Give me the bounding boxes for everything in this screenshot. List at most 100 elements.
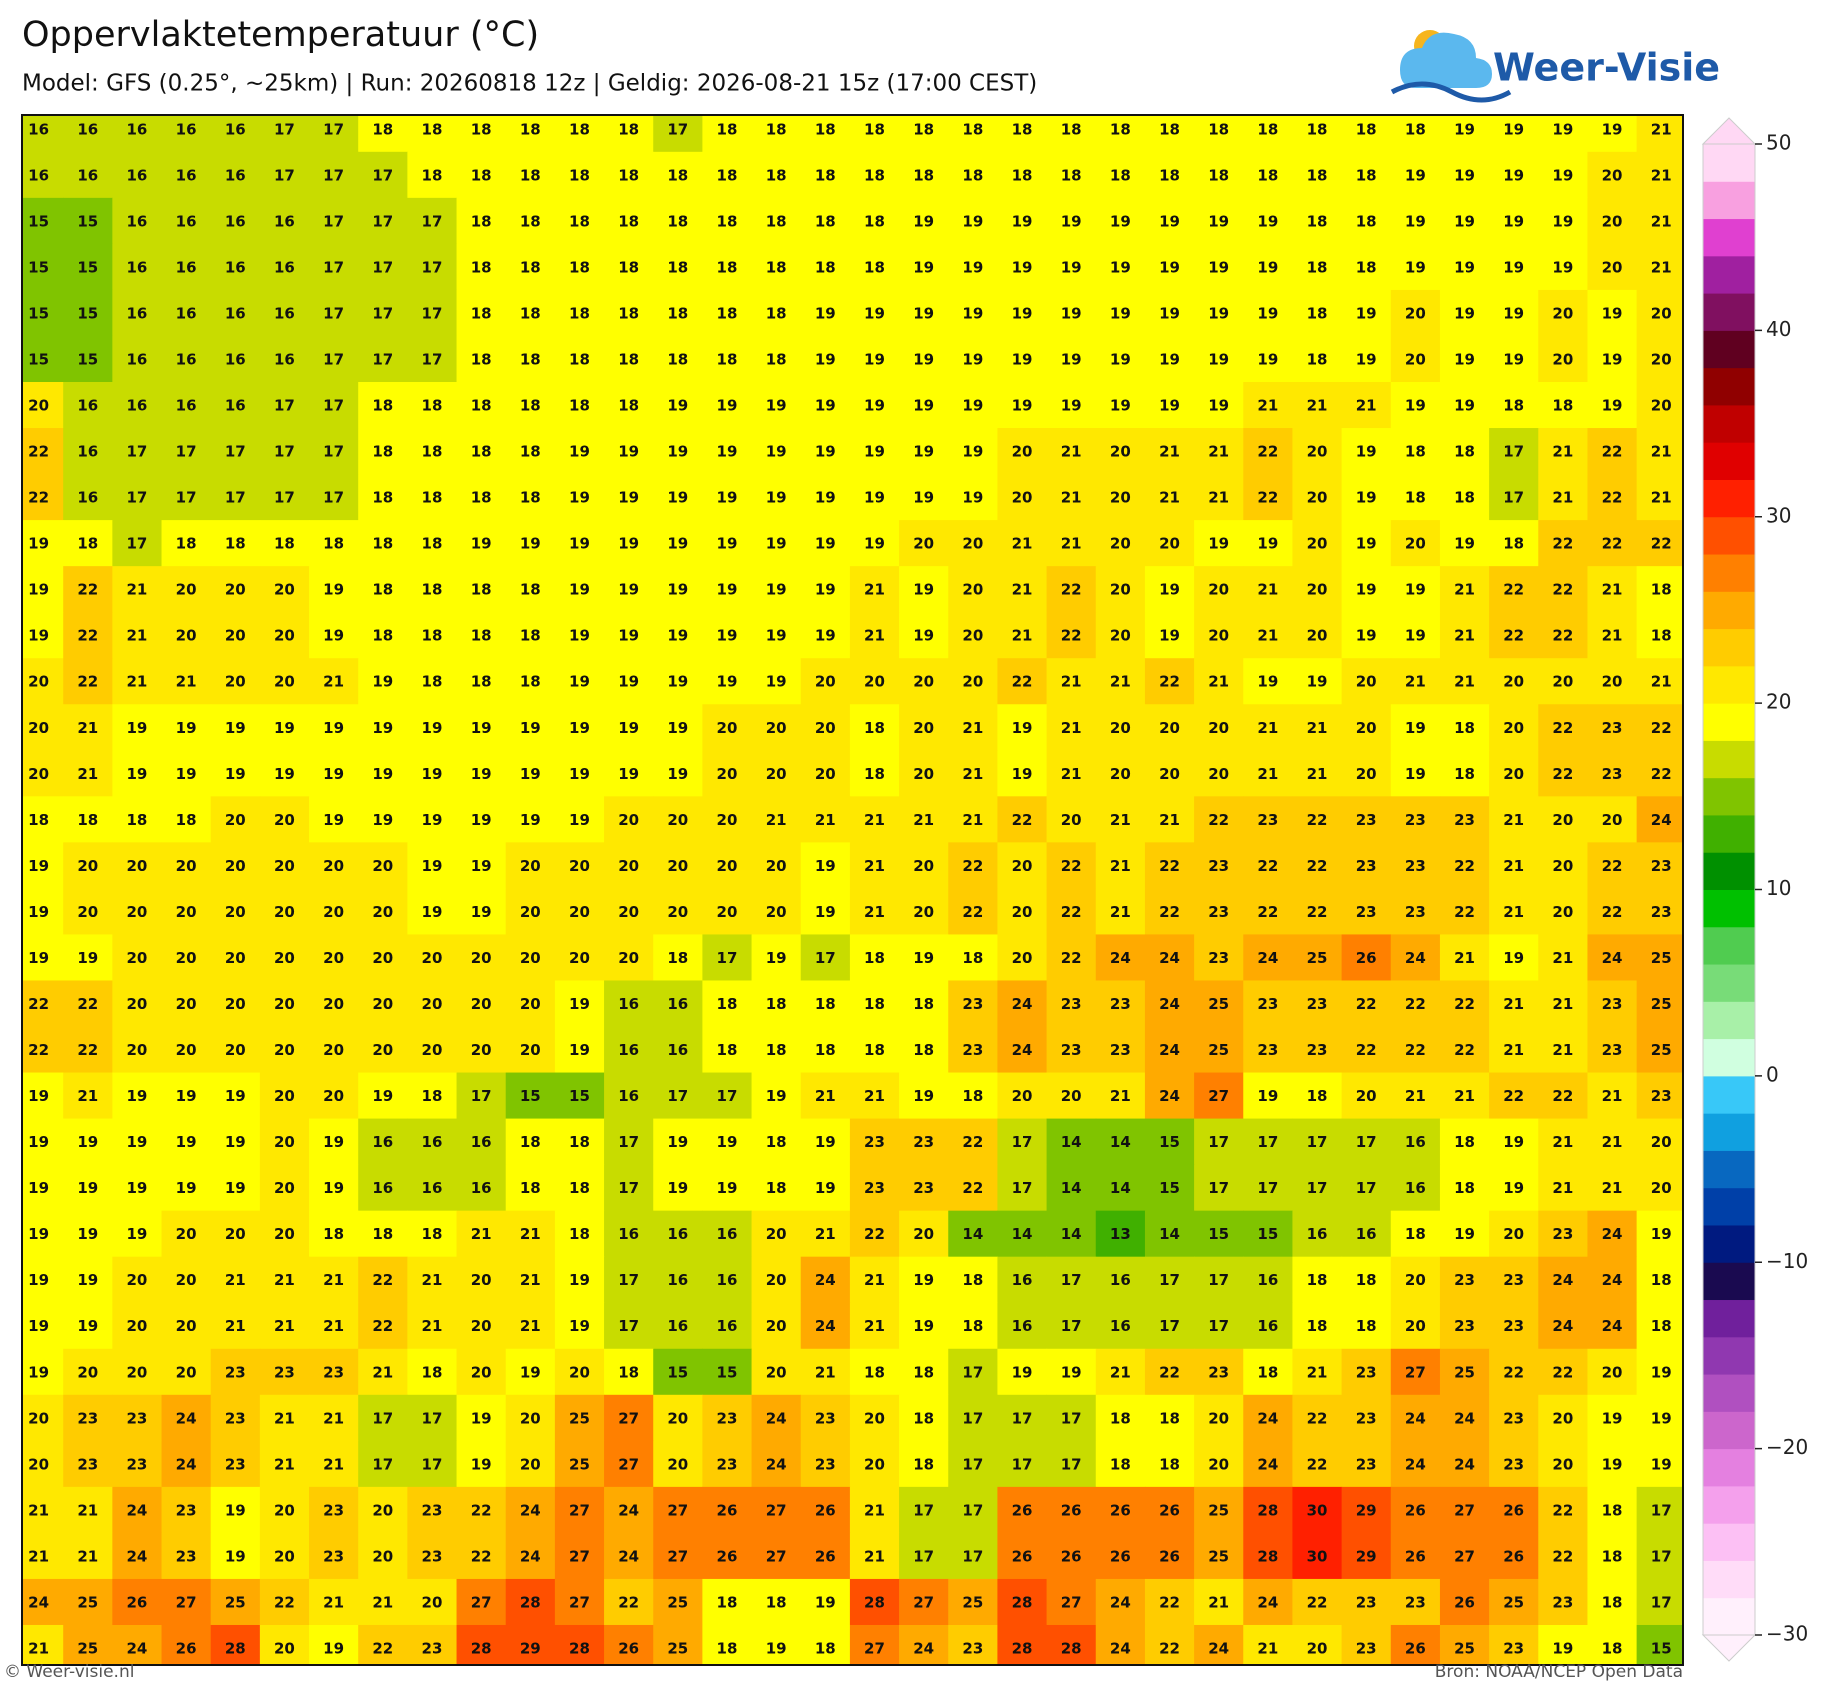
temperature-cell [1390, 658, 1441, 705]
temperature-value: 19 [471, 1409, 492, 1427]
temperature-value: 18 [422, 120, 443, 138]
temperature-value: 18 [471, 673, 492, 691]
temperature-value: 22 [28, 1041, 49, 1059]
temperature-cell [63, 1624, 113, 1665]
temperature-value: 19 [471, 1455, 492, 1473]
temperature-value: 20 [225, 1041, 246, 1059]
temperature-cell [1144, 888, 1195, 935]
temperature-value: 21 [323, 1317, 344, 1335]
temperature-value: 22 [1651, 719, 1672, 737]
temperature-cell [112, 658, 163, 705]
temperature-cell [1341, 1486, 1392, 1534]
temperature-cell [259, 1210, 310, 1258]
temperature-value: 18 [1110, 166, 1131, 184]
temperature-value: 22 [1454, 857, 1475, 875]
temperature-cell [653, 243, 703, 291]
temperature-value: 18 [471, 258, 492, 276]
temperature-value: 21 [274, 1317, 295, 1335]
temperature-cell [948, 980, 998, 1028]
temperature-cell [1194, 1394, 1244, 1442]
temperature-value: 19 [1061, 397, 1082, 415]
temperature-cell [604, 934, 654, 981]
temperature-cell [456, 382, 507, 429]
temperature-cell [63, 842, 113, 889]
temperature-cell [1341, 382, 1392, 429]
temperature-value: 23 [1356, 857, 1377, 875]
temperature-value: 22 [1552, 765, 1573, 783]
temperature-cell [997, 1486, 1048, 1534]
temperature-cell [653, 151, 703, 199]
temperature-value: 20 [323, 903, 344, 921]
temperature-value: 20 [1159, 765, 1180, 783]
temperature-cell [1194, 934, 1244, 981]
temperature-cell [22, 1302, 64, 1350]
temperature-cell [653, 428, 703, 475]
temperature-cell [1489, 1302, 1539, 1350]
temperature-cell [63, 289, 113, 337]
temperature-value: 16 [667, 1271, 688, 1289]
temperature-value: 23 [1405, 811, 1426, 829]
temperature-cell [604, 704, 654, 751]
temperature-cell [1538, 566, 1588, 613]
temperature-cell [309, 197, 359, 245]
temperature-cell [1292, 704, 1343, 751]
temperature-cell [1341, 197, 1392, 245]
temperature-cell [800, 1210, 851, 1258]
temperature-value: 19 [28, 581, 49, 599]
temperature-cell [407, 1578, 458, 1626]
temperature-value: 23 [1208, 949, 1229, 967]
temperature-cell [407, 1302, 458, 1350]
temperature-cell [653, 1532, 703, 1580]
temperature-cell [112, 520, 163, 567]
temperature-value: 19 [717, 581, 738, 599]
temperature-value: 18 [471, 304, 492, 322]
temperature-cell [800, 1394, 851, 1442]
temperature-value: 22 [1552, 1547, 1573, 1565]
temperature-value: 18 [1257, 120, 1278, 138]
temperature-cell [1538, 704, 1588, 751]
temperature-cell [63, 934, 113, 981]
temperature-value: 21 [520, 1271, 541, 1289]
temperature-value: 19 [274, 765, 295, 783]
temperature-value: 19 [815, 903, 836, 921]
temperature-value: 20 [1405, 350, 1426, 368]
temperature-cell [1194, 1624, 1244, 1665]
temperature-cell [1243, 1118, 1293, 1166]
temperature-cell [948, 658, 998, 705]
temperature-cell [1538, 197, 1588, 245]
temperature-cell [997, 704, 1048, 751]
temperature-value: 20 [1356, 1087, 1377, 1105]
temperature-cell [1390, 566, 1441, 613]
temperature-cell [22, 750, 64, 797]
temperature-cell [161, 151, 212, 199]
temperature-cell [604, 428, 654, 475]
temperature-cell [505, 934, 556, 981]
temperature-cell [22, 151, 64, 199]
temperature-value: 17 [1208, 1179, 1229, 1197]
temperature-cell [899, 335, 949, 383]
temperature-cell [702, 1302, 753, 1350]
temperature-cell [63, 243, 113, 291]
temperature-cell [1095, 1164, 1146, 1212]
temperature-value: 19 [176, 1179, 197, 1197]
temperature-value: 19 [1159, 627, 1180, 645]
temperature-value: 16 [274, 258, 295, 276]
temperature-cell [554, 658, 605, 705]
temperature-value: 17 [1061, 1409, 1082, 1427]
temperature-cell [1587, 428, 1638, 475]
temperature-cell [210, 151, 261, 199]
temperature-cell [653, 658, 703, 705]
temperature-value: 15 [520, 1087, 541, 1105]
temperature-value: 27 [618, 1455, 639, 1473]
temperature-cell [112, 243, 163, 291]
temperature-cell [1243, 115, 1293, 153]
temperature-value: 23 [176, 1501, 197, 1519]
temperature-value: 26 [1405, 1547, 1426, 1565]
temperature-value: 18 [1012, 120, 1033, 138]
temperature-value: 19 [1159, 397, 1180, 415]
temperature-value: 20 [422, 949, 443, 967]
temperature-cell [22, 1486, 64, 1534]
temperature-value: 16 [1405, 1179, 1426, 1197]
temperature-value: 21 [1552, 995, 1573, 1013]
colorbar-bin [1703, 404, 1755, 443]
